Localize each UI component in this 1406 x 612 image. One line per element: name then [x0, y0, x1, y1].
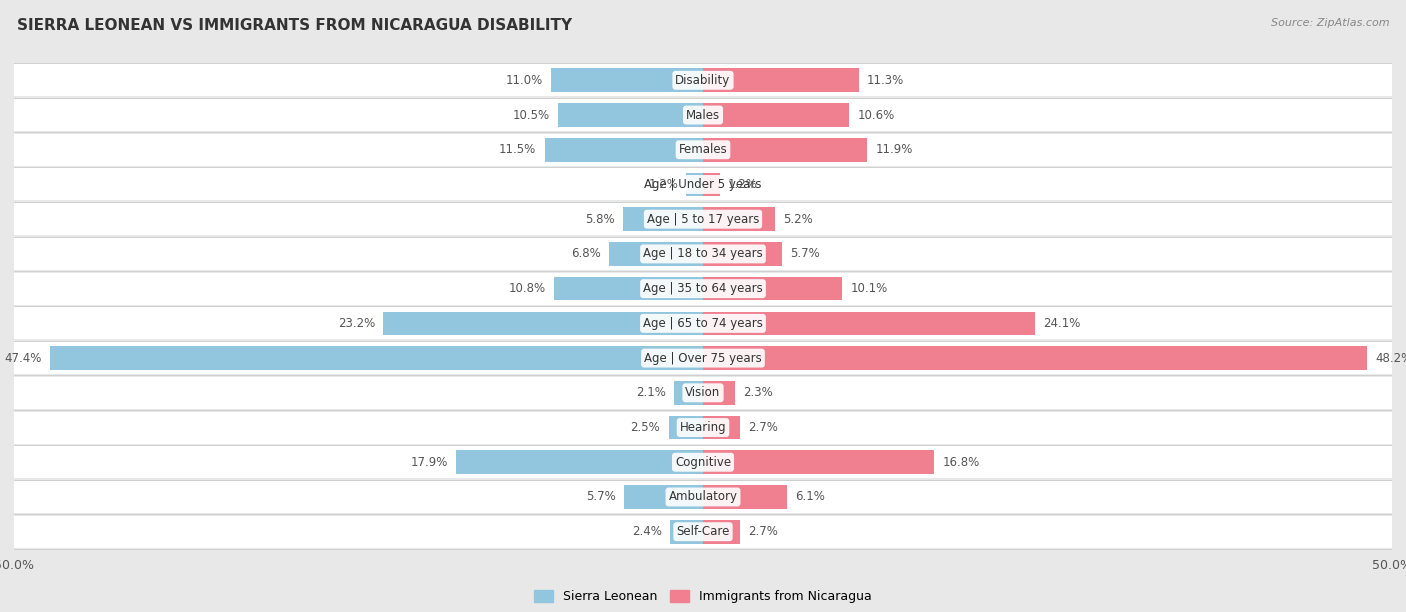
- Text: 17.9%: 17.9%: [411, 456, 449, 469]
- Bar: [14, 203, 1392, 235]
- Bar: [14, 481, 1392, 513]
- Text: 5.7%: 5.7%: [586, 490, 616, 504]
- Text: 10.5%: 10.5%: [513, 108, 550, 122]
- Bar: [686, 173, 703, 196]
- Text: 11.9%: 11.9%: [875, 143, 912, 156]
- Bar: [14, 64, 1392, 96]
- Text: 11.3%: 11.3%: [868, 74, 904, 87]
- Text: Age | Over 75 years: Age | Over 75 years: [644, 351, 762, 365]
- Text: 10.6%: 10.6%: [858, 108, 894, 122]
- Text: 2.7%: 2.7%: [748, 421, 779, 434]
- Bar: [669, 416, 703, 439]
- Bar: [14, 411, 1392, 444]
- Text: Age | 65 to 74 years: Age | 65 to 74 years: [643, 317, 763, 330]
- Text: 16.8%: 16.8%: [943, 456, 980, 469]
- Text: 11.0%: 11.0%: [506, 74, 543, 87]
- Bar: [554, 277, 703, 300]
- Text: 1.2%: 1.2%: [648, 178, 678, 191]
- Bar: [14, 168, 1392, 201]
- Text: Cognitive: Cognitive: [675, 456, 731, 469]
- Bar: [703, 207, 775, 231]
- Bar: [14, 134, 1392, 166]
- Bar: [703, 173, 720, 196]
- Bar: [457, 450, 703, 474]
- Bar: [544, 138, 703, 162]
- Text: 2.7%: 2.7%: [748, 525, 779, 538]
- Text: Self-Care: Self-Care: [676, 525, 730, 538]
- Text: Age | 5 to 17 years: Age | 5 to 17 years: [647, 213, 759, 226]
- Bar: [14, 307, 1392, 339]
- Text: 10.8%: 10.8%: [509, 282, 546, 295]
- Text: 6.1%: 6.1%: [796, 490, 825, 504]
- Text: 47.4%: 47.4%: [4, 351, 42, 365]
- Text: Age | Under 5 years: Age | Under 5 years: [644, 178, 762, 191]
- Text: 23.2%: 23.2%: [337, 317, 375, 330]
- Bar: [669, 520, 703, 543]
- Bar: [14, 446, 1392, 478]
- Bar: [703, 277, 842, 300]
- Bar: [703, 381, 735, 405]
- Text: Vision: Vision: [685, 386, 721, 399]
- Bar: [551, 69, 703, 92]
- Bar: [14, 273, 1392, 305]
- Bar: [14, 99, 1392, 131]
- Text: Hearing: Hearing: [679, 421, 727, 434]
- Text: Age | 35 to 64 years: Age | 35 to 64 years: [643, 282, 763, 295]
- Text: Males: Males: [686, 108, 720, 122]
- Text: 2.1%: 2.1%: [636, 386, 666, 399]
- Text: 5.2%: 5.2%: [783, 213, 813, 226]
- Text: Source: ZipAtlas.com: Source: ZipAtlas.com: [1271, 18, 1389, 28]
- Bar: [703, 346, 1367, 370]
- Text: 6.8%: 6.8%: [571, 247, 600, 261]
- Bar: [703, 103, 849, 127]
- Text: 2.4%: 2.4%: [631, 525, 662, 538]
- Text: 2.3%: 2.3%: [742, 386, 773, 399]
- Bar: [14, 516, 1392, 548]
- Text: Age | 18 to 34 years: Age | 18 to 34 years: [643, 247, 763, 261]
- Text: 5.8%: 5.8%: [585, 213, 614, 226]
- Text: 24.1%: 24.1%: [1043, 317, 1081, 330]
- Text: 48.2%: 48.2%: [1375, 351, 1406, 365]
- Text: 10.1%: 10.1%: [851, 282, 887, 295]
- Text: 2.5%: 2.5%: [630, 421, 661, 434]
- Bar: [49, 346, 703, 370]
- Text: Females: Females: [679, 143, 727, 156]
- Text: 1.2%: 1.2%: [728, 178, 758, 191]
- Bar: [673, 381, 703, 405]
- Bar: [384, 312, 703, 335]
- Bar: [14, 377, 1392, 409]
- Bar: [623, 207, 703, 231]
- Text: Disability: Disability: [675, 74, 731, 87]
- Text: Ambulatory: Ambulatory: [668, 490, 738, 504]
- Text: SIERRA LEONEAN VS IMMIGRANTS FROM NICARAGUA DISABILITY: SIERRA LEONEAN VS IMMIGRANTS FROM NICARA…: [17, 18, 572, 34]
- Bar: [703, 520, 740, 543]
- Legend: Sierra Leonean, Immigrants from Nicaragua: Sierra Leonean, Immigrants from Nicaragu…: [530, 585, 876, 608]
- Bar: [703, 69, 859, 92]
- Bar: [14, 238, 1392, 270]
- Text: 11.5%: 11.5%: [499, 143, 536, 156]
- Bar: [703, 450, 935, 474]
- Bar: [14, 342, 1392, 374]
- Bar: [558, 103, 703, 127]
- Text: 5.7%: 5.7%: [790, 247, 820, 261]
- Bar: [609, 242, 703, 266]
- Bar: [703, 312, 1035, 335]
- Bar: [703, 138, 868, 162]
- Bar: [703, 485, 787, 509]
- Bar: [703, 242, 782, 266]
- Bar: [624, 485, 703, 509]
- Bar: [703, 416, 740, 439]
